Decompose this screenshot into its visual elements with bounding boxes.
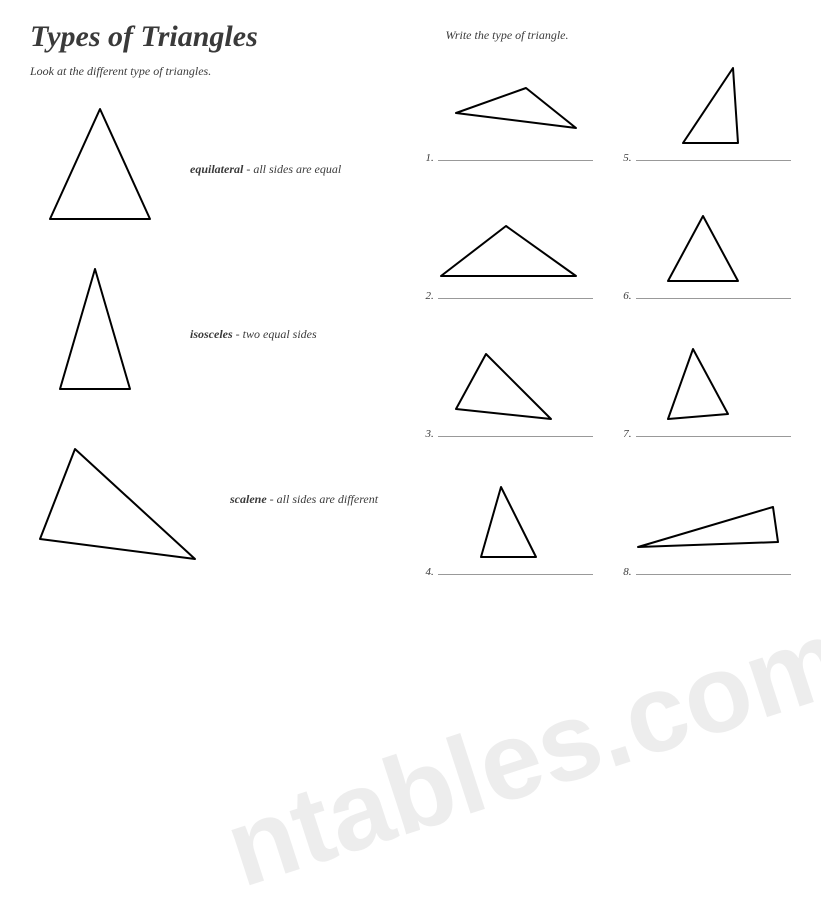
triangle-type-name: equilateral: [190, 162, 243, 176]
question-triangle: [623, 329, 783, 424]
question-number: 7.: [623, 428, 631, 440]
answer-blank[interactable]: [636, 160, 792, 161]
answer-blank[interactable]: [636, 436, 792, 437]
answer-row: 3.: [426, 428, 594, 440]
question-triangle: [623, 467, 783, 562]
question-cell: 1.: [426, 53, 594, 183]
answer-row: 5.: [623, 152, 791, 164]
definition-text: isosceles - two equal sides: [190, 327, 317, 342]
answer-blank[interactable]: [438, 298, 594, 299]
reference-triangle: [30, 99, 170, 239]
instruction: Write the type of triangle.: [426, 28, 792, 43]
definition-row: equilateral - all sides are equal: [30, 99, 396, 239]
question-triangle: [426, 329, 586, 424]
answer-blank[interactable]: [438, 160, 594, 161]
question-triangle: [426, 191, 586, 286]
triangle-type-name: scalene: [230, 492, 267, 506]
question-number: 5.: [623, 152, 631, 164]
question-triangle: [623, 191, 783, 286]
answer-row: 1.: [426, 152, 594, 164]
answer-row: 6.: [623, 290, 791, 302]
answer-row: 2.: [426, 290, 594, 302]
question-number: 8.: [623, 566, 631, 578]
question-number: 3.: [426, 428, 434, 440]
definition-text: scalene - all sides are different: [230, 492, 378, 507]
answer-blank[interactable]: [438, 436, 594, 437]
subtitle: Look at the different type of triangles.: [30, 64, 396, 79]
question-cell: 6.: [623, 191, 791, 321]
question-number: 1.: [426, 152, 434, 164]
page-title: Types of Triangles: [30, 20, 396, 54]
question-cell: 3.: [426, 329, 594, 459]
question-cell: 7.: [623, 329, 791, 459]
answer-row: 4.: [426, 566, 594, 578]
question-cell: 8.: [623, 467, 791, 597]
answer-blank[interactable]: [636, 298, 792, 299]
definition-row: scalene - all sides are different: [30, 429, 396, 569]
question-cell: 4.: [426, 467, 594, 597]
question-number: 2.: [426, 290, 434, 302]
watermark: ntables.com: [211, 593, 821, 912]
triangle-type-desc: - all sides are equal: [243, 162, 341, 176]
question-cell: 5.: [623, 53, 791, 183]
question-triangle: [426, 53, 586, 148]
question-number: 6.: [623, 290, 631, 302]
reference-triangle: [30, 429, 210, 569]
question-number: 4.: [426, 566, 434, 578]
definition-row: isosceles - two equal sides: [30, 264, 396, 404]
exercise-column: Write the type of triangle. 1. 5. 2. 6: [426, 20, 792, 597]
answer-blank[interactable]: [636, 574, 792, 575]
triangle-type-name: isosceles: [190, 327, 233, 341]
answer-row: 8.: [623, 566, 791, 578]
definition-text: equilateral - all sides are equal: [190, 162, 341, 177]
triangle-type-desc: - all sides are different: [267, 492, 378, 506]
question-triangle: [623, 53, 783, 148]
reference-column: Types of Triangles Look at the different…: [30, 20, 396, 597]
answer-row: 7.: [623, 428, 791, 440]
triangle-type-desc: - two equal sides: [233, 327, 317, 341]
question-cell: 2.: [426, 191, 594, 321]
reference-triangle: [30, 264, 170, 404]
question-triangle: [426, 467, 586, 562]
answer-blank[interactable]: [438, 574, 594, 575]
